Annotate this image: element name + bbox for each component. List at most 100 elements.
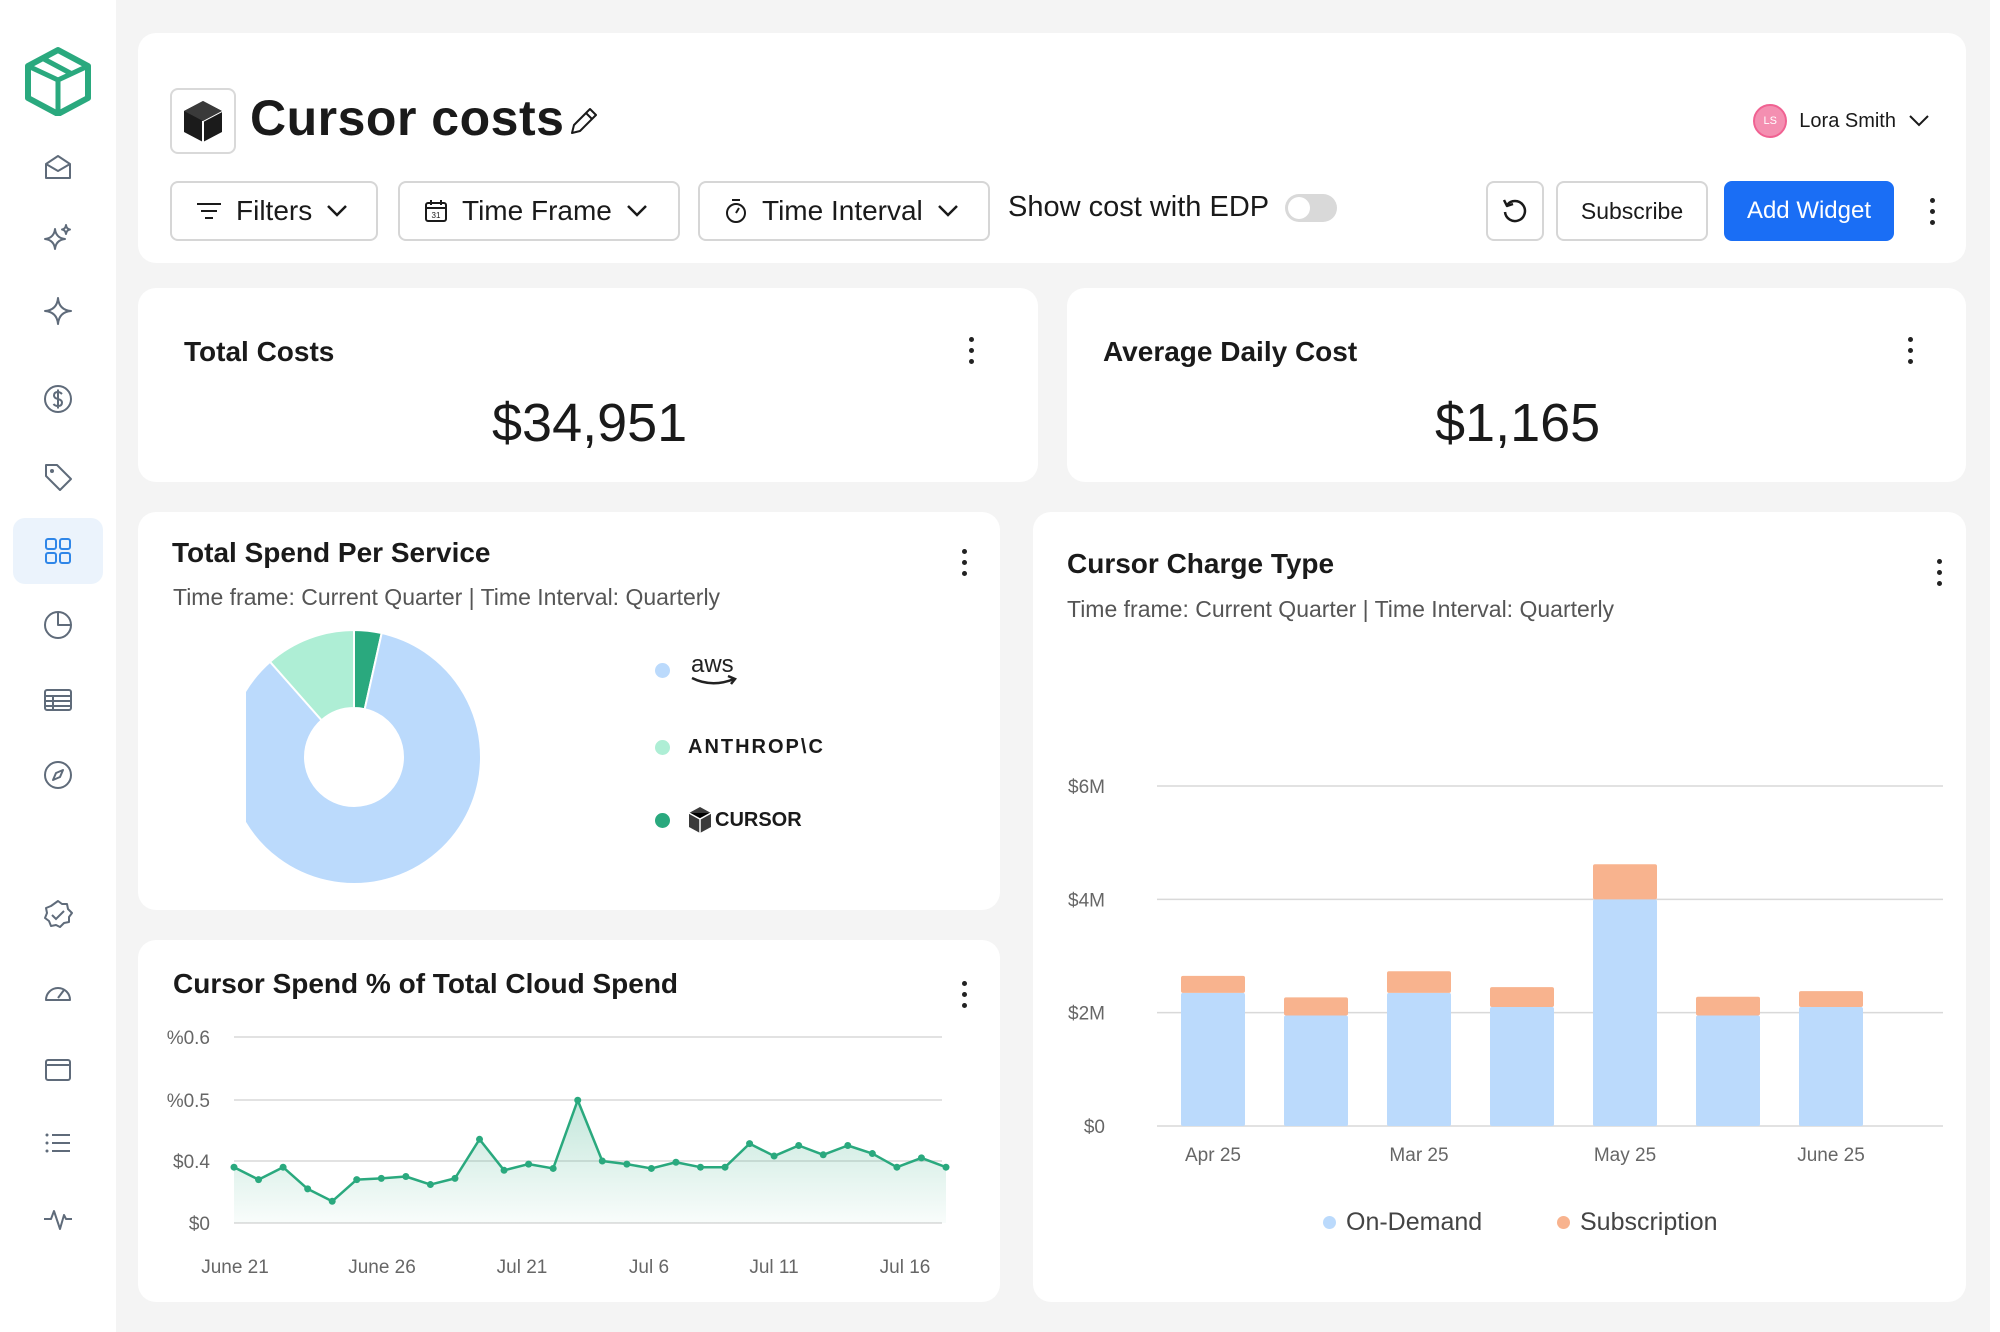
edp-label: Show cost with EDP bbox=[1008, 191, 1270, 223]
x-tick-label: Jul 11 bbox=[749, 1257, 798, 1278]
y-tick-label: %0.6 bbox=[167, 1028, 210, 1049]
data-point bbox=[672, 1158, 680, 1166]
edp-toggle[interactable] bbox=[1285, 193, 1338, 222]
data-point bbox=[255, 1176, 263, 1184]
subscribe-button[interactable]: Subscribe bbox=[1556, 181, 1708, 241]
data-point bbox=[942, 1163, 950, 1171]
sidebar-item-list[interactable] bbox=[13, 1110, 103, 1176]
legend-swatch bbox=[655, 662, 670, 678]
sidebar-item-costs[interactable] bbox=[13, 366, 103, 432]
x-tick-label: June 26 bbox=[348, 1257, 416, 1278]
card-menu-icon[interactable] bbox=[954, 974, 974, 1014]
charge-type-bar-chart: $0 $2M $4M $6M Apr 25 Mar 25 May 25 June 25 bbox=[1068, 777, 1943, 1166]
wallet-icon bbox=[45, 1059, 71, 1081]
time-interval-button[interactable]: Time Interval bbox=[698, 181, 990, 241]
service-donut-chart bbox=[246, 628, 482, 885]
table-icon bbox=[44, 689, 72, 711]
spend-percent-title: Cursor Spend % of Total Cloud Spend bbox=[173, 968, 679, 999]
data-point bbox=[598, 1157, 606, 1165]
data-point bbox=[893, 1163, 901, 1171]
card-menu-icon[interactable] bbox=[1900, 330, 1920, 370]
activity-icon bbox=[44, 1210, 72, 1230]
data-point bbox=[844, 1142, 852, 1149]
sidebar-item-dashboards[interactable] bbox=[13, 518, 103, 584]
cursor-spend-percent-card: Cursor Spend % of Total Cloud Spend $0 $0… bbox=[138, 940, 1000, 1302]
time-frame-button[interactable]: 31 Time Frame bbox=[398, 181, 680, 241]
total-spend-per-service-card: Total Spend Per Service Time frame: Curr… bbox=[138, 512, 1000, 910]
chevron-down-icon bbox=[626, 205, 647, 217]
more-options-icon[interactable] bbox=[1922, 191, 1942, 231]
data-point bbox=[304, 1185, 312, 1193]
sidebar-item-reports[interactable] bbox=[13, 592, 103, 658]
data-point bbox=[721, 1163, 729, 1171]
sidebar-item-compliance[interactable] bbox=[13, 882, 103, 948]
average-daily-cost-title: Average Daily Cost bbox=[1103, 336, 1358, 367]
dashboard-header: Cursor costs LS Lora Smith Filters 31 Ti… bbox=[138, 33, 1966, 263]
bar-on-demand bbox=[1284, 1015, 1348, 1126]
service-card-subtitle: Time frame: Current Quarter | Time Inter… bbox=[173, 584, 721, 610]
data-point bbox=[770, 1152, 778, 1160]
spend-percent-line-chart: $0 $0.4 %0.5 %0.6 June 21 June 26 Jul 21 Jul 6 J… bbox=[167, 1028, 950, 1278]
legend-swatch bbox=[655, 740, 670, 755]
legend-item-cursor: CURSOR bbox=[655, 806, 802, 834]
data-point bbox=[500, 1166, 508, 1174]
bar-subscription bbox=[1799, 991, 1863, 1007]
x-tick-label: Mar 25 bbox=[1389, 1145, 1448, 1166]
aws-logo: aws bbox=[691, 652, 738, 685]
user-menu[interactable]: LS Lora Smith bbox=[1753, 103, 1930, 139]
star-icon bbox=[44, 297, 72, 325]
bar-on-demand bbox=[1593, 899, 1657, 1126]
data-point bbox=[795, 1142, 803, 1149]
x-tick-label: Jul 21 bbox=[497, 1257, 548, 1278]
sidebar-item-performance[interactable] bbox=[13, 960, 103, 1026]
data-point bbox=[917, 1154, 925, 1162]
sidebar-item-inbox[interactable] bbox=[13, 134, 103, 200]
y-tick-label: $0.4 bbox=[173, 1152, 210, 1173]
card-menu-icon[interactable] bbox=[1929, 552, 1949, 592]
refresh-button[interactable] bbox=[1486, 181, 1544, 241]
filter-lines-icon bbox=[197, 203, 221, 219]
sidebar-item-tags[interactable] bbox=[13, 444, 103, 510]
sidebar-item-explore[interactable] bbox=[13, 742, 103, 808]
area-fill bbox=[234, 1100, 946, 1223]
bar-subscription bbox=[1284, 997, 1348, 1016]
bar-subscription bbox=[1696, 996, 1760, 1016]
bar-on-demand bbox=[1799, 1007, 1863, 1126]
total-costs-title: Total Costs bbox=[184, 336, 335, 367]
card-menu-icon[interactable] bbox=[961, 330, 981, 370]
y-tick-label: $0 bbox=[189, 1214, 210, 1235]
x-tick-label: Apr 25 bbox=[1185, 1145, 1241, 1166]
cursor-cube-icon bbox=[688, 807, 712, 833]
data-point bbox=[328, 1197, 336, 1205]
card-menu-icon[interactable] bbox=[954, 542, 974, 582]
series-line bbox=[233, 1098, 947, 1203]
legend-item-aws: aws bbox=[655, 652, 742, 688]
dollar-circle-icon bbox=[44, 385, 72, 413]
sidebar-item-tables[interactable] bbox=[13, 667, 103, 733]
add-widget-button[interactable]: Add Widget bbox=[1724, 181, 1894, 241]
legend-label: CURSOR bbox=[715, 808, 802, 831]
data-point bbox=[230, 1163, 238, 1171]
total-costs-value: $34,951 bbox=[492, 393, 688, 453]
stopwatch-icon bbox=[726, 199, 746, 223]
average-daily-cost-value: $1,165 bbox=[1435, 393, 1601, 453]
chevron-down-icon bbox=[1909, 115, 1929, 127]
bar-subscription bbox=[1490, 987, 1554, 1007]
sidebar-item-ai-insights[interactable] bbox=[13, 205, 103, 271]
legend-swatch bbox=[1557, 1216, 1570, 1229]
time-frame-label: Time Frame bbox=[462, 195, 612, 226]
page-title: Cursor costs bbox=[250, 90, 565, 146]
app-logo-icon[interactable] bbox=[22, 46, 94, 116]
sparkles-icon bbox=[44, 224, 71, 250]
data-point bbox=[525, 1160, 533, 1168]
sidebar-item-spark[interactable] bbox=[13, 278, 103, 344]
edit-title-pencil-icon[interactable] bbox=[566, 105, 600, 139]
sidebar-item-wallet[interactable] bbox=[13, 1036, 103, 1102]
y-tick-label: %0.5 bbox=[167, 1091, 210, 1112]
data-point bbox=[819, 1151, 827, 1159]
bar-on-demand bbox=[1696, 1015, 1760, 1126]
subscribe-label: Subscribe bbox=[1580, 197, 1684, 224]
filters-button[interactable]: Filters bbox=[170, 181, 378, 241]
sidebar-item-activity[interactable] bbox=[13, 1186, 103, 1252]
data-point bbox=[426, 1181, 434, 1189]
